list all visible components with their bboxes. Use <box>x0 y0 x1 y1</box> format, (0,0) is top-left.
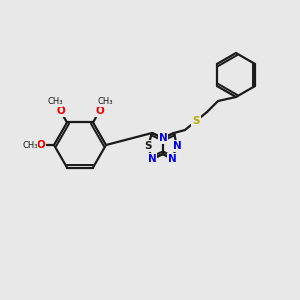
Text: N: N <box>172 141 182 151</box>
Text: CH₃: CH₃ <box>47 97 63 106</box>
Text: CH₃: CH₃ <box>22 140 38 149</box>
Text: CH₃: CH₃ <box>97 97 113 106</box>
Text: O: O <box>95 106 104 116</box>
Text: O: O <box>37 140 45 150</box>
Text: O: O <box>56 106 65 116</box>
Text: S: S <box>144 141 152 151</box>
Text: N: N <box>168 154 176 164</box>
Text: N: N <box>148 154 156 164</box>
Text: N: N <box>159 133 167 143</box>
Text: S: S <box>192 116 200 126</box>
